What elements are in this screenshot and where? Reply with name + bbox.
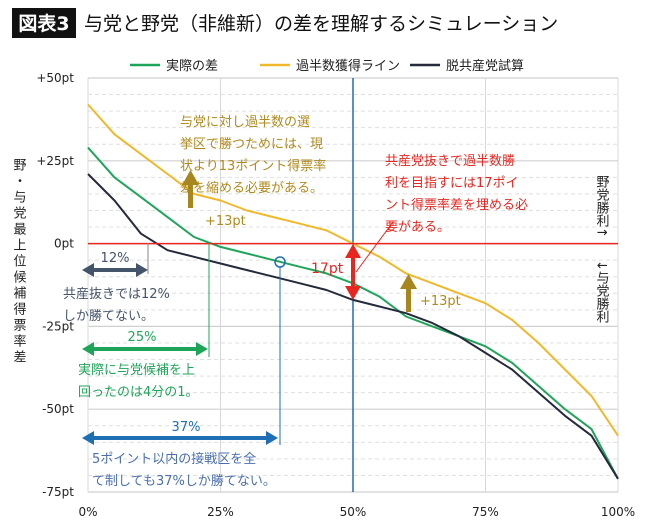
x-tick-label: 25% <box>207 505 234 519</box>
gold-arrow-icon <box>400 274 417 312</box>
y-axis-label: 野・与党最上位候補得票率差 <box>11 158 27 366</box>
right-label-up: 野党勝利↑ <box>594 175 610 238</box>
gold-arrow-label-2: +13pt <box>420 294 461 309</box>
dark-text-line: 共産抜きでは12% <box>63 286 170 302</box>
green-pct-label: 25% <box>128 330 157 345</box>
red-double-arrow-icon <box>345 244 361 300</box>
green-text-line: 回ったのは4分の1。 <box>78 385 199 400</box>
gold-text-line: 差を縮める必要がある。 <box>180 180 323 196</box>
legend-label: 実際の差 <box>166 58 218 74</box>
blue-text-line: て制しても37%しか勝てない。 <box>92 474 276 489</box>
red-text-line: 共産党抜きで過半数勝 <box>385 153 515 169</box>
y-tick-label: 0pt <box>54 237 74 251</box>
gold-text-line: 挙区で勝つためには、現 <box>180 137 323 152</box>
marker-circle <box>274 256 286 268</box>
x-tick-label: 100% <box>601 505 635 519</box>
axis-ticks: +50pt +25pt 0pt -25pt -50pt -75pt 0% 25% 50% 75% 1… <box>36 71 635 519</box>
blue-pct-label: 37% <box>172 420 201 435</box>
y-tick-label: +25pt <box>36 154 74 168</box>
gold-annotation: 与党に対し過半数の選 挙区で勝つためには、現 状より13ポイント得票率 差を縮め… <box>180 115 461 309</box>
right-label-down: ↓与党勝利 <box>594 260 610 323</box>
y-tick-label: -50pt <box>42 402 74 416</box>
x-tick-label: 50% <box>340 505 367 519</box>
green-text-line: 実際に与党候補を上 <box>78 362 195 378</box>
red-leader-line <box>355 221 394 273</box>
x-tick-label: 0% <box>78 505 97 519</box>
title-badge-bg <box>12 8 76 38</box>
legend: 実際の差 過半数獲得ライン 脱共産党試算 <box>130 58 524 74</box>
red-text-line: 要がある。 <box>385 220 450 235</box>
gold-text-line: 状より13ポイント得票率 <box>180 158 326 174</box>
blue-double-arrow-icon <box>82 431 278 445</box>
red-text-line: ント得票率差を埋める必 <box>385 197 528 213</box>
blue-text-line: 5ポイント以内の接戦区を全 <box>92 451 256 467</box>
y-axis-label-text: 野・与党最上位候補得票率差 <box>11 158 27 366</box>
legend-label: 過半数獲得ライン <box>296 58 400 74</box>
red-text-line: 利を目指すには17ポイ <box>385 176 519 191</box>
x-tick-label: 75% <box>472 505 499 519</box>
chart-title: 与党と野党（非維新）の差を理解するシミュレーション <box>84 13 558 35</box>
y-tick-label: +50pt <box>36 71 74 85</box>
gold-arrow-icon <box>182 170 199 208</box>
y-tick-label: -75pt <box>42 485 74 499</box>
red-annotation: 共産党抜きで過半数勝 利を目指すには17ポイ ント得票率差を埋める必 要がある。… <box>311 153 528 277</box>
dark-pct-label: 12% <box>101 251 130 266</box>
title-badge: 図表3 <box>18 12 69 35</box>
green-double-arrow-icon <box>82 342 208 356</box>
legend-label: 脱共産党試算 <box>446 58 524 74</box>
red-arrow-label: 17pt <box>311 261 344 277</box>
dark-text-line: しか勝てない。 <box>63 309 154 324</box>
dark-double-arrow-icon <box>82 263 148 277</box>
gold-text-line: 与党に対し過半数の選 <box>180 115 310 130</box>
y-tick-label: -25pt <box>42 319 74 333</box>
gold-arrow-label-1: +13pt <box>205 214 246 229</box>
